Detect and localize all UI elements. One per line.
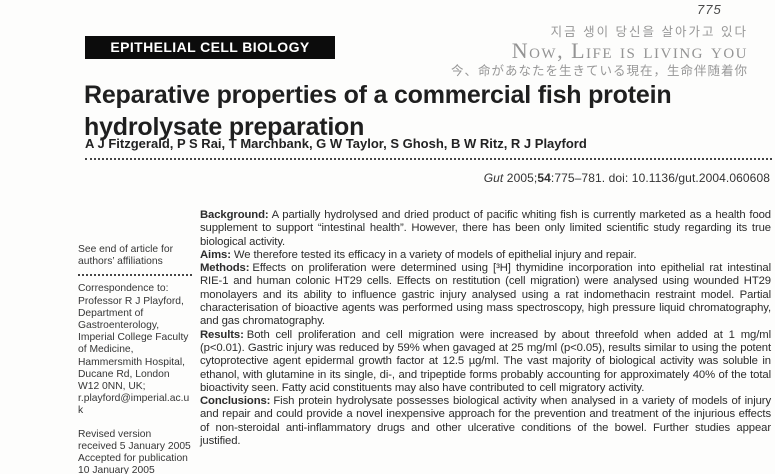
abstract-section-conclusions: Conclusions: Fish protein hydrolysate pos… xyxy=(200,395,771,448)
citation-volume: 54 xyxy=(537,171,551,185)
correspondence-block: Correspondence to: Professor R J Playfor… xyxy=(78,283,192,417)
abstract-text-methods: Effects on proliferation were determined… xyxy=(200,262,771,328)
abstract: Background: A partially hydrolysed and dr… xyxy=(200,209,771,448)
abstract-label-methods: Methods: xyxy=(200,262,250,275)
citation-journal-name: Gut xyxy=(483,171,504,185)
section-banner: EPITHELIAL CELL BIOLOGY xyxy=(85,36,335,59)
abstract-section-background: Background: A partially hydrolysed and dr… xyxy=(200,209,771,249)
abstract-section-methods: Methods: Effects on proliferation were de… xyxy=(200,262,771,328)
abstract-label-aims: Aims: xyxy=(200,248,231,261)
affiliation-note: See end of article for authors’ affiliat… xyxy=(78,244,174,268)
article-title: Reparative properties of a commercial fi… xyxy=(84,79,672,143)
page-number: 775 xyxy=(697,2,722,17)
correspondence-address: Professor R J Playford, Department of Ga… xyxy=(78,295,190,417)
accepted-date: Accepted for publication 10 January 2005 xyxy=(78,453,188,474)
citation-year: 2005; xyxy=(503,171,538,185)
abstract-section-aims: Aims: We therefore tested its efficacy in… xyxy=(200,249,771,262)
correspondence-label: Correspondence to: xyxy=(78,283,169,295)
manuscript-dates: Revised version received 5 January 2005 … xyxy=(78,429,192,474)
abstract-text-aims: We therefore tested its efficacy in a va… xyxy=(233,248,637,261)
abstract-text-conclusions: Fish protein hydrolysate possesses biolo… xyxy=(200,395,771,448)
author-list: A J Fitzgerald, P S Rai, T Marchbank, G … xyxy=(85,136,587,151)
watermark-english-text: Now, Life is living you xyxy=(511,38,748,63)
abstract-label-results: Results: xyxy=(200,328,244,341)
abstract-label-conclusions: Conclusions: xyxy=(200,395,271,408)
dotted-divider-main xyxy=(85,158,772,160)
abstract-section-results: Results: Both cell proliferation and cell… xyxy=(200,329,771,395)
citation-pages-doi: :775–781. doi: 10.1136/gut.2004.060608 xyxy=(550,171,770,185)
watermark-korean-text: 지금 생이 당신을 살아가고 있다 xyxy=(550,25,748,39)
revised-date: Revised version received 5 January 2005 xyxy=(78,428,191,452)
abstract-text-background: A partially hydrolysed and dried product… xyxy=(200,209,771,248)
article-title-line-2: hydrolysate preparation xyxy=(84,112,365,141)
article-title-line-1: Reparative properties of a commercial fi… xyxy=(84,80,672,109)
abstract-text-results: Both cell proliferation and cell migrati… xyxy=(200,328,771,394)
abstract-label-background: Background: xyxy=(200,209,269,221)
dotted-divider-sidebar-top xyxy=(78,274,192,277)
watermark: 지금 생이 당신을 살아가고 있다 Now, Life is living yo… xyxy=(451,25,748,78)
watermark-cjk-text: 今、命があなたを生きている現在，生命伴随着你 xyxy=(450,63,748,78)
sidebar-marginalia: See end of article for authors’ affiliat… xyxy=(78,244,192,474)
citation-line: Gut 2005;54:775–781. doi: 10.1136/gut.20… xyxy=(484,171,770,185)
